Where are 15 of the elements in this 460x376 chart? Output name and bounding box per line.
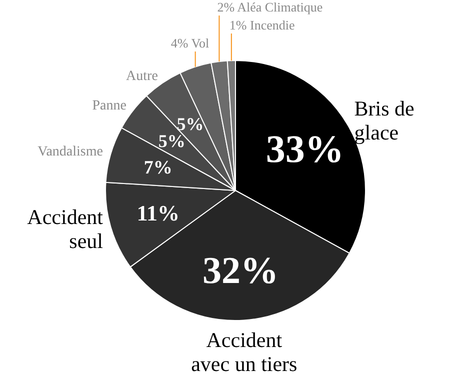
slice-label: Bris de glace [354, 96, 414, 144]
data-label: 33% [266, 128, 344, 171]
data-label: 7% [144, 158, 172, 179]
slice-label: 2% Aléa Climatique [217, 0, 323, 14]
data-label: 5% [158, 131, 186, 152]
slice-label: Autre [126, 68, 158, 84]
slice-label: Vandalisme [38, 144, 103, 160]
slice-label: Accident seul [27, 205, 104, 253]
data-label: 32% [202, 250, 279, 292]
slice-label: 4% Vol [170, 36, 210, 50]
data-label: 5% [176, 114, 204, 134]
slice-label: Panne [92, 98, 126, 114]
slice-label: Accident avec un tiers [191, 328, 298, 376]
slice-label: 1% Incendie [229, 18, 295, 32]
data-label: 11% [136, 200, 180, 226]
